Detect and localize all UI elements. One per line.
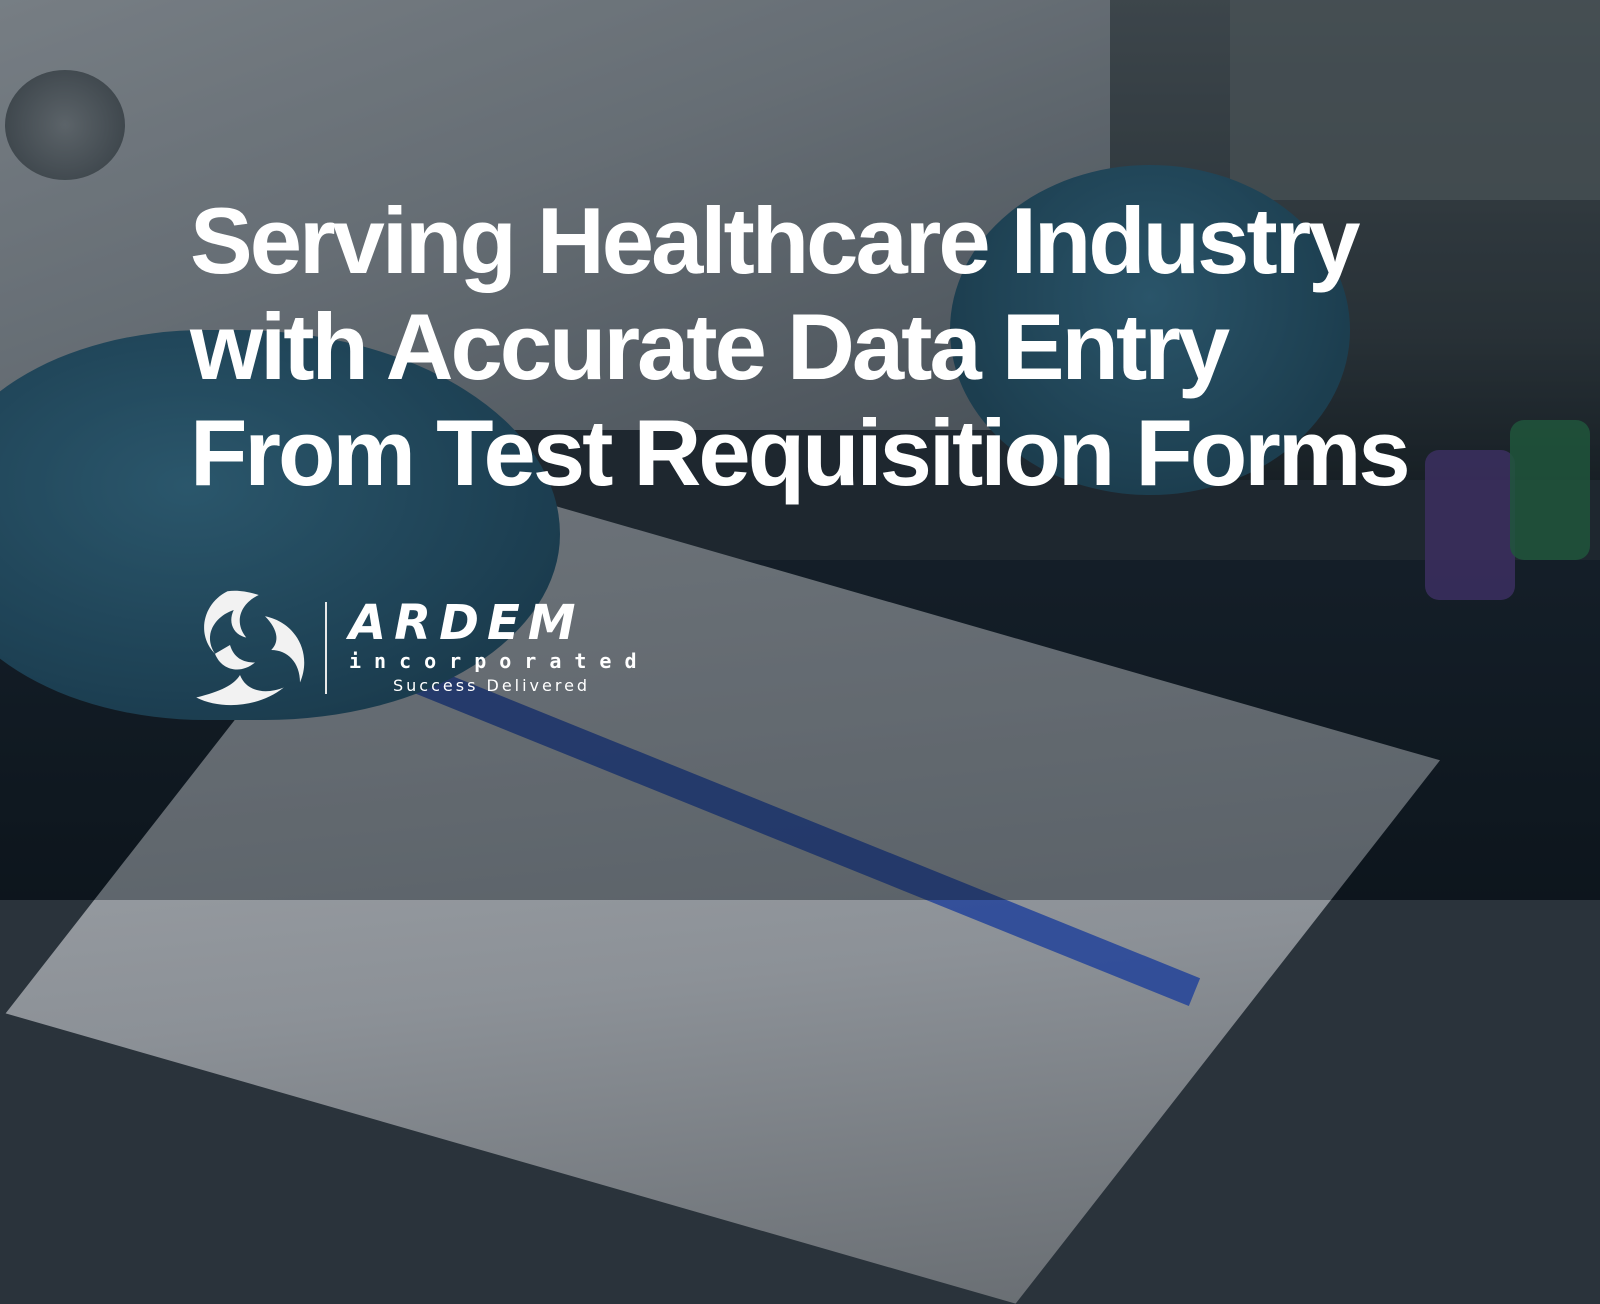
brand-name: ARDEM — [349, 594, 584, 651]
dark-overlay — [0, 0, 1600, 900]
headline-line-3: From Test Requisition Forms — [190, 400, 1411, 505]
logo-divider — [325, 601, 327, 694]
gloved-hand-right — [950, 165, 1350, 495]
headline-line-1: Serving Healthcare Industry — [190, 188, 1361, 293]
background-window — [1230, 0, 1600, 200]
brand-tagline: Success Delivered — [393, 675, 591, 695]
stethoscope — [5, 70, 125, 180]
headline-line-2: with Accurate Data Entry — [190, 294, 1230, 399]
gloved-hand-left — [0, 330, 560, 720]
ardem-swirl-logo-icon — [196, 590, 305, 706]
test-tube-purple — [1425, 450, 1515, 600]
brand-subtitle: incorporated — [349, 648, 650, 673]
test-tube-green — [1510, 420, 1590, 560]
headline: Serving Healthcare Industry with Accurat… — [190, 188, 1411, 506]
ardem-logo: ARDEM incorporated Success Delivered — [190, 585, 650, 710]
